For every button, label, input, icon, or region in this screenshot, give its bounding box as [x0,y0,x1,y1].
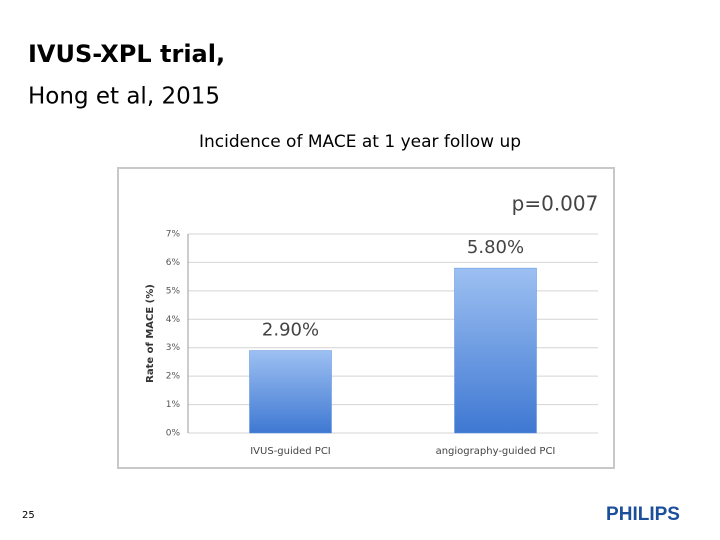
plot: 0% 1% 2% 3% 4% 5% 6% 7% Rate of MACE (%) p=0.007 I… [145,192,598,458]
bar [249,350,332,434]
annotation: p=0.007 [512,192,599,216]
value-label: 2.90% [262,320,319,341]
y-tick-label: 1% [166,400,181,410]
y-tick-label: 6% [166,258,181,268]
value-label: 5.80% [467,237,524,258]
page-number: 25 [22,510,35,521]
x-tick-label: angiography-guided PCI [436,446,556,457]
y-tick-label: 7% [166,230,181,240]
chart-title: Incidence of MACE at 1 year follow up [199,132,521,152]
slide-subtitle: Hong et al, 2015 [28,84,220,110]
x-tick-label: IVUS-guided PCI [250,446,331,457]
y-tick-label: 4% [166,315,181,325]
slide-title: IVUS-XPL trial, [28,40,225,68]
y-tick-label: 2% [166,372,181,382]
bar [454,267,537,434]
y-tick-label: 0% [166,429,181,439]
y-tick-label: 5% [166,286,181,296]
y-axis-label: Rate of MACE (%) [145,284,156,383]
logo: PHILIPS [606,504,680,525]
y-tick-label: 3% [166,343,181,353]
